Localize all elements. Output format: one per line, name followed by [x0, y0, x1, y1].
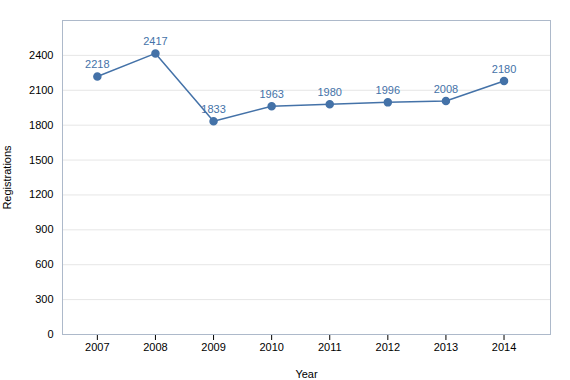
svg-text:300: 300: [35, 293, 53, 305]
svg-text:Year: Year: [295, 368, 318, 380]
svg-text:1980: 1980: [317, 86, 341, 98]
svg-text:2010: 2010: [259, 341, 283, 353]
svg-text:1963: 1963: [259, 88, 283, 100]
svg-text:2400: 2400: [29, 49, 53, 61]
svg-text:2009: 2009: [201, 341, 225, 353]
svg-text:2012: 2012: [376, 341, 400, 353]
svg-text:1996: 1996: [376, 84, 400, 96]
svg-text:2007: 2007: [85, 341, 109, 353]
svg-text:2008: 2008: [434, 82, 458, 94]
svg-text:600: 600: [35, 258, 53, 270]
svg-text:1833: 1833: [201, 103, 225, 115]
svg-text:1800: 1800: [29, 119, 53, 131]
svg-text:2100: 2100: [29, 84, 53, 96]
svg-text:2013: 2013: [434, 341, 458, 353]
svg-text:2014: 2014: [492, 341, 516, 353]
svg-text:2417: 2417: [143, 35, 167, 47]
svg-text:2008: 2008: [143, 341, 167, 353]
svg-text:2011: 2011: [318, 341, 342, 353]
svg-text:2180: 2180: [492, 62, 516, 74]
svg-text:1200: 1200: [29, 188, 53, 200]
svg-text:2218: 2218: [85, 58, 109, 70]
svg-text:900: 900: [35, 223, 53, 235]
svg-text:Registrations: Registrations: [1, 145, 13, 210]
svg-text:0: 0: [47, 328, 53, 340]
svg-text:1500: 1500: [29, 154, 53, 166]
